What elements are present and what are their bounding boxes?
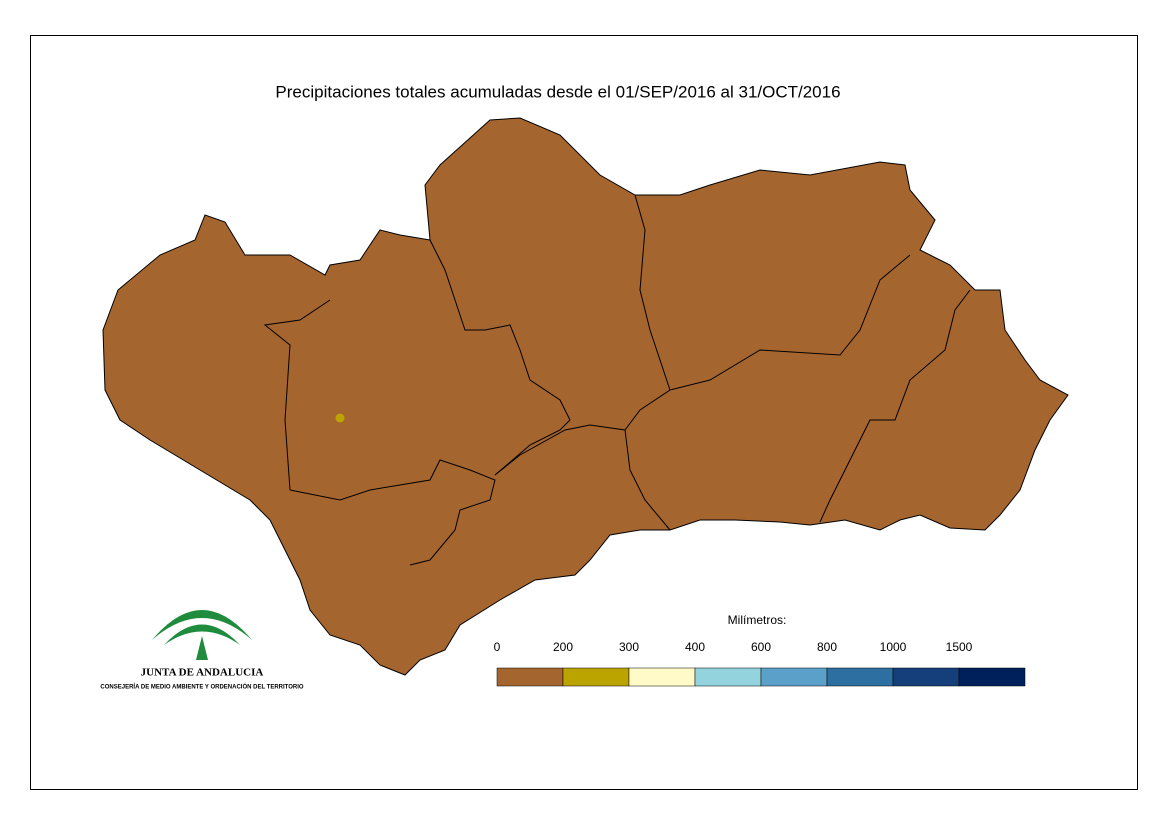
region-outline <box>102 117 1069 676</box>
logo-subtitle: CONSEJERÍA DE MEDIO AMBIENTE Y ORDENACIÓ… <box>100 683 303 691</box>
map <box>102 117 1069 676</box>
legend-swatch <box>694 667 762 687</box>
logo-mark <box>196 636 208 660</box>
province-border <box>289 459 496 566</box>
legend-swatch <box>958 667 1026 687</box>
map-title: Precipitaciones totales acumuladas desde… <box>275 82 840 101</box>
legend: Milímetros: 0 200 300 400 600 800 1000 1500 <box>494 613 1026 687</box>
logo-arc <box>164 624 240 645</box>
legend-tick-label: 1500 <box>946 640 973 654</box>
legend-swatch <box>562 667 630 687</box>
province-border <box>494 424 671 531</box>
province-border <box>624 194 671 431</box>
legend-tick-label: 600 <box>751 640 771 654</box>
legend-tick-label: 200 <box>553 640 573 654</box>
province-border <box>429 239 571 476</box>
logo-arc <box>152 610 252 640</box>
legend-swatch <box>826 667 894 687</box>
legend-swatch <box>892 667 960 687</box>
legend-tick-label: 0 <box>494 640 501 654</box>
province-border <box>819 289 971 523</box>
logo-name: JUNTA DE ANDALUCIA <box>141 667 264 679</box>
legend-swatch <box>628 667 696 687</box>
legend-tick-label: 300 <box>619 640 639 654</box>
legend-tick-label: 1000 <box>880 640 907 654</box>
legend-swatch <box>760 667 828 687</box>
legend-tick-label: 800 <box>817 640 837 654</box>
province-border <box>669 254 911 391</box>
spot <box>335 413 345 423</box>
legend-title: Milímetros: <box>728 613 787 627</box>
legend-swatch <box>496 667 564 687</box>
province-border <box>263 299 331 491</box>
logo: JUNTA DE ANDALUCIA CONSEJERÍA DE MEDIO A… <box>100 610 304 691</box>
legend-tick-label: 400 <box>685 640 705 654</box>
